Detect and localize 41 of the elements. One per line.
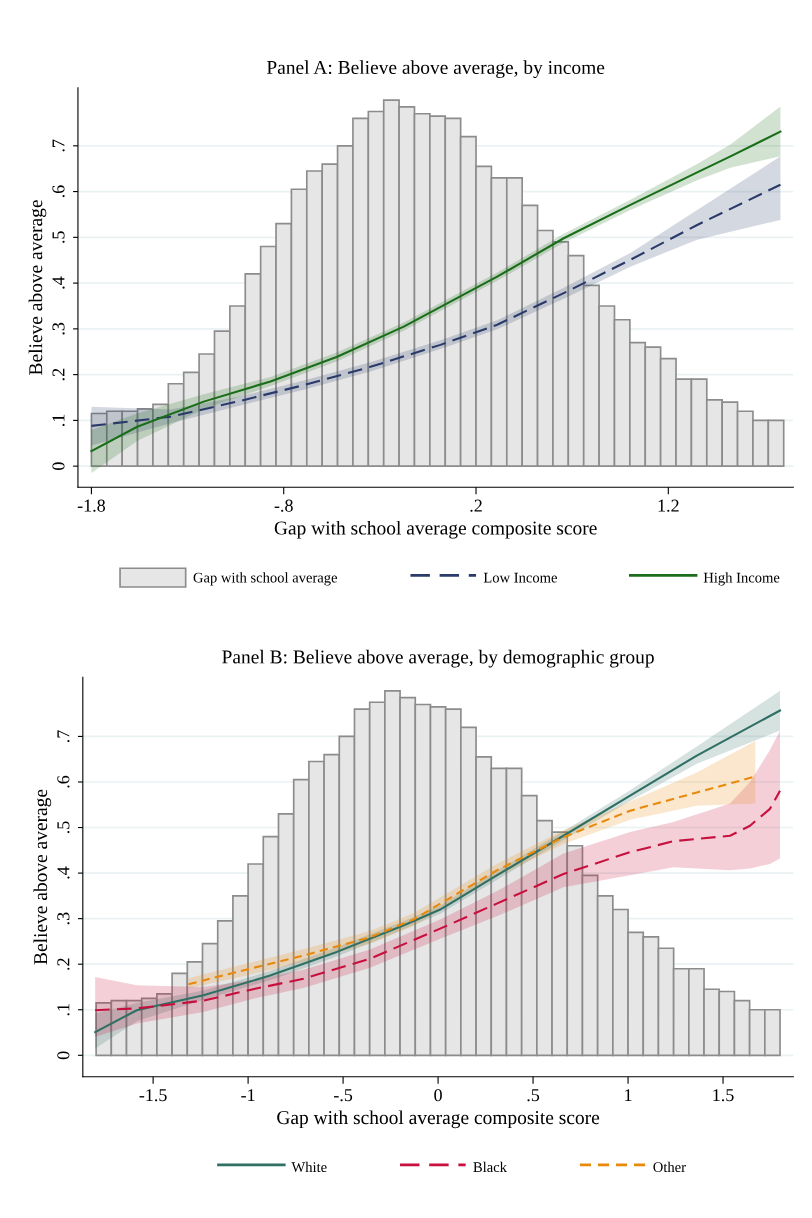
x-tick-label: -1.8 (77, 499, 106, 512)
legend-label: Black (473, 1161, 507, 1173)
y-tick-label: .1 (52, 414, 65, 426)
x-tick-label: 1.5 (713, 1089, 734, 1102)
legend-label: Other (653, 1161, 686, 1173)
y-tick-label: .2 (57, 958, 70, 970)
x-tick-label: -.8 (274, 499, 293, 512)
y-axis-title: Believe above average (33, 789, 52, 965)
y-axis-title: Believe above average (28, 200, 47, 375)
y-tick-label: .5 (52, 231, 65, 243)
x-tick-label: -1 (241, 1089, 255, 1102)
y-tick-label: .6 (57, 775, 70, 788)
y-tick-label: .5 (57, 821, 70, 834)
x-tick-label: 1.2 (658, 499, 679, 512)
y-tick-label: .3 (57, 912, 70, 925)
legend-label: High Income (703, 572, 780, 586)
y-tick-label: .1 (57, 1004, 70, 1016)
x-tick-label: .2 (470, 499, 482, 512)
x-tick-label: .5 (527, 1089, 540, 1102)
chart-title: Panel B: Believe above average, by demographic group (222, 649, 654, 668)
y-tick-label: 0 (57, 1051, 70, 1060)
line-series (94, 789, 782, 1012)
legend-label: Low Income (483, 572, 557, 583)
y-tick-label: 0 (52, 462, 65, 470)
x-tick-label: -.5 (333, 1089, 353, 1102)
chart-title: Panel A: Believe above average, by income (266, 60, 605, 78)
x-tick-label: -1.5 (139, 1089, 167, 1102)
x-tick-label: 1 (625, 1089, 632, 1102)
y-tick-label: .6 (52, 185, 65, 198)
x-axis-title: Gap with school average composite score (277, 1110, 600, 1129)
y-tick-label: .2 (52, 368, 65, 381)
line-series (90, 183, 782, 427)
y-tick-label: .4 (52, 276, 65, 289)
y-tick-label: .7 (57, 730, 70, 743)
y-tick-label: .7 (52, 139, 65, 152)
y-tick-label: .3 (52, 322, 65, 335)
y-tick-label: .4 (57, 866, 70, 879)
x-tick-label: 0 (434, 1089, 442, 1102)
x-axis-title: Gap with school average composite score (274, 520, 597, 539)
legend-label: White (291, 1161, 327, 1173)
legend-label: Gap with school average (193, 572, 338, 586)
